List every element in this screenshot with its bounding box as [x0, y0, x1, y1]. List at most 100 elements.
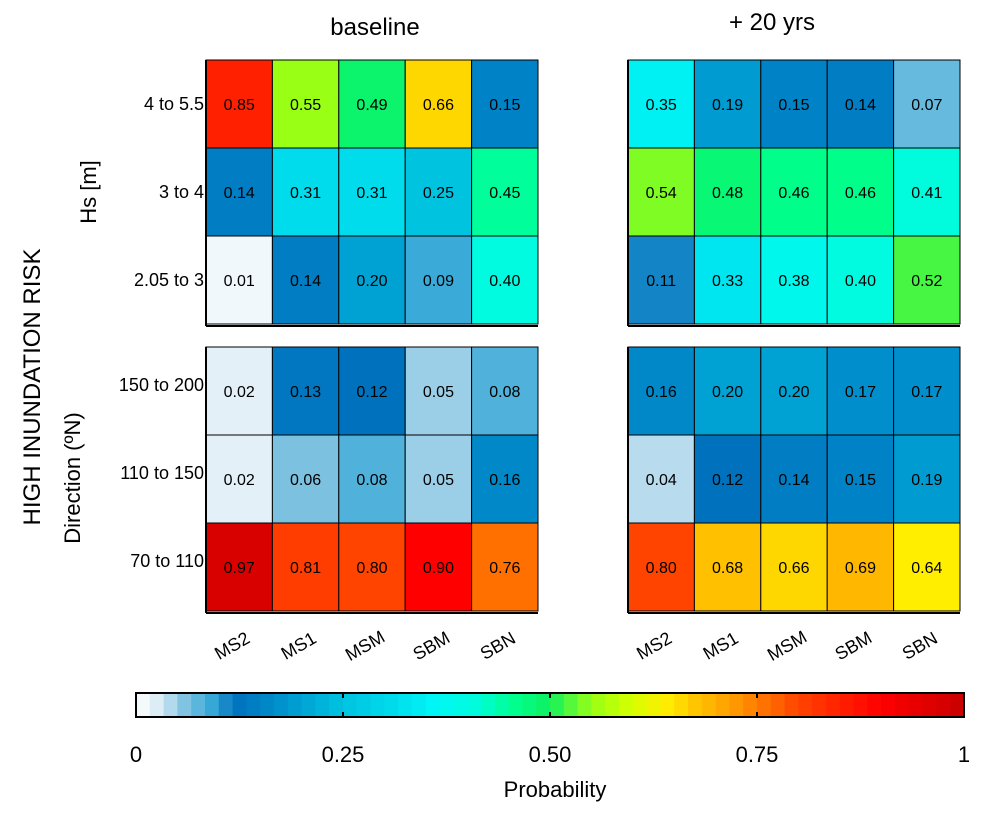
column-tick-label: MS1 [700, 628, 742, 664]
cell-value-label: 0.76 [489, 560, 520, 577]
cell-value-label: 0.45 [489, 185, 520, 202]
colorbar-segment [826, 693, 841, 717]
colorbar: 0 0.25 0.50 0.75 1 [130, 692, 970, 767]
colorbar-label: Probability [504, 777, 607, 802]
colorbar-segment [798, 693, 813, 717]
heatmap-cell [893, 147, 961, 237]
colorbar-segment [784, 693, 799, 717]
column-tick-label: MSM [764, 627, 810, 665]
heatmap-cell [693, 522, 762, 612]
cell-value-label: 0.54 [646, 185, 677, 202]
colorbar-segment [839, 693, 855, 717]
panel-1: 0.35 0.19 0.15 0.14 0.07 0.54 0.48 0.46 0.46 0.41… [627, 59, 961, 327]
colorbar-segment [701, 693, 717, 717]
colorbar-segment [136, 693, 151, 717]
panel-title-plus-20-yrs: + 20 yrs [729, 9, 815, 36]
cell-value-label: 0.20 [778, 384, 809, 401]
colorbar-segment [536, 693, 551, 717]
colorbar-segment [329, 693, 344, 717]
heatmap-cell [893, 434, 961, 524]
colorbar-segment [757, 693, 772, 717]
heatmap-cell [338, 522, 406, 612]
colorbar-segment [287, 693, 303, 717]
colorbar-segment [149, 693, 165, 717]
colorbar-segment [563, 693, 579, 717]
colorbar-segment [508, 693, 523, 717]
cell-value-label: 0.80 [356, 560, 387, 577]
cell-value-label: 0.16 [646, 384, 677, 401]
heatmap-cell [404, 346, 473, 436]
row-group-label-hs: Hs [m] [76, 160, 101, 224]
row-group-label-direction: Direction (ºN) [60, 412, 85, 544]
colorbar-segment [950, 693, 965, 717]
cell-value-label: 0.40 [845, 273, 876, 290]
cell-value-label: 0.04 [646, 472, 677, 489]
colorbar-segment [177, 693, 192, 717]
heatmap-cell [404, 434, 473, 524]
heatmap-cell [404, 522, 473, 612]
cell-value-label: 0.85 [224, 97, 255, 114]
colorbar-segment [384, 693, 399, 717]
colorbar-segment [770, 693, 786, 717]
cell-value-label: 0.12 [712, 472, 743, 489]
cell-value-label: 0.31 [356, 185, 387, 202]
cell-value-label: 0.64 [911, 560, 942, 577]
row-tick-label: 150 to 200 [119, 375, 204, 395]
colorbar-segment [660, 693, 675, 717]
cell-value-label: 0.07 [911, 97, 942, 114]
colorbar-segment [715, 693, 730, 717]
colorbar-segment [260, 693, 275, 717]
cell-value-label: 0.31 [290, 185, 321, 202]
cell-value-label: 0.81 [290, 560, 321, 577]
heatmap-cell [693, 434, 762, 524]
cell-value-label: 0.48 [712, 185, 743, 202]
panel-3: 0.16 0.20 0.20 0.17 0.17 0.04 0.12 0.14 0.15 0.19… [627, 346, 961, 665]
cell-value-label: 0.41 [911, 185, 942, 202]
heatmap-cell [893, 522, 961, 612]
cell-value-label: 0.68 [712, 560, 743, 577]
heatmap-cell [826, 147, 895, 237]
panel-0: 0.85 0.55 0.49 0.66 0.15 0.14 0.31 0.31 0.25 0.45… [134, 59, 539, 327]
colorbar-segment [315, 693, 330, 717]
column-tick-label: SBN [477, 628, 519, 664]
cell-value-label: 0.25 [423, 185, 454, 202]
heatmap-cell [205, 147, 273, 237]
heatmap-cell [471, 235, 539, 325]
cell-value-label: 0.13 [290, 384, 321, 401]
heatmap-cell [693, 235, 762, 325]
colorbar-segment [467, 693, 482, 717]
cell-value-label: 0.66 [423, 97, 454, 114]
heatmap-cell [760, 59, 828, 149]
cell-value-label: 0.15 [845, 472, 876, 489]
heatmap-cell [760, 434, 828, 524]
cell-value-label: 0.09 [423, 273, 454, 290]
heatmap-cell [471, 522, 539, 612]
heatmap-cell [271, 235, 340, 325]
colorbar-segment [232, 693, 247, 717]
colorbar-segment [867, 693, 882, 717]
colorbar-segment [439, 693, 454, 717]
heatmap-cell [826, 346, 895, 436]
colorbar-tick-label: 0.75 [736, 742, 779, 767]
colorbar-segment [605, 693, 620, 717]
panel-title-baseline: baseline [330, 14, 419, 41]
heatmap-cell [693, 147, 762, 237]
heatmap-cell [693, 346, 762, 436]
colorbar-segment [398, 693, 413, 717]
colorbar-segment [274, 693, 289, 717]
cell-value-label: 0.19 [911, 472, 942, 489]
cell-value-label: 0.08 [489, 384, 520, 401]
colorbar-segment [481, 693, 496, 717]
colorbar-segment [453, 693, 468, 717]
panels-layer: 0.85 0.55 0.49 0.66 0.15 0.14 0.31 0.31 0.25 0.45… [119, 59, 961, 665]
heatmap-cell [471, 434, 539, 524]
row-tick-label: 4 to 5.5 [144, 94, 204, 114]
cell-value-label: 0.20 [712, 384, 743, 401]
heatmap-cell [205, 59, 273, 149]
colorbar-segment [922, 693, 937, 717]
cell-value-label: 0.08 [356, 472, 387, 489]
cell-value-label: 0.17 [911, 384, 942, 401]
colorbar-segment [163, 693, 178, 717]
column-tick-label: MS1 [278, 628, 320, 664]
column-tick-label: MS2 [633, 628, 675, 664]
